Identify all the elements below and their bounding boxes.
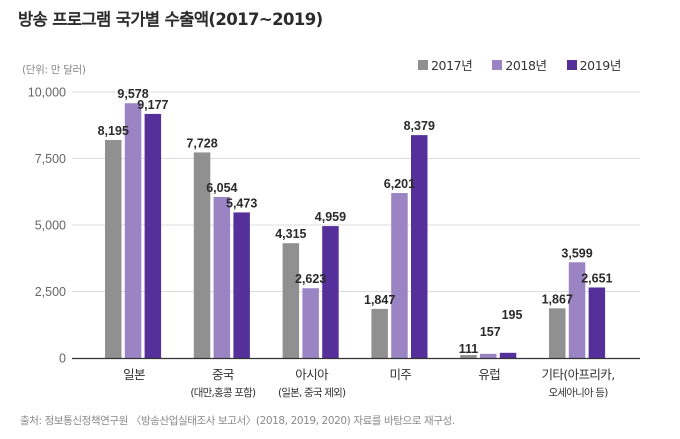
y-tick-label: 2,500: [35, 285, 66, 299]
data-label: 195: [502, 308, 523, 322]
x-category-sublabel: (일본, 중국 제외): [278, 386, 346, 399]
legend-item-2019: 2019년: [566, 55, 622, 74]
x-category-label: 아시아: [295, 367, 329, 382]
bar-2017-0: [105, 140, 122, 358]
legend-item-2017: 2017년: [418, 55, 473, 74]
bar-2019-3: [411, 135, 428, 358]
chart-title: 방송 프로그램 국가별 수출액(2017~2019): [18, 10, 323, 29]
data-label: 7,728: [186, 136, 217, 150]
bar-2018-3: [391, 193, 408, 358]
unit-label: (단위: 만 달러): [22, 64, 86, 76]
x-category-label: 유럽: [478, 367, 500, 382]
data-label: 1,867: [542, 292, 573, 306]
bar-2019-1: [233, 212, 250, 358]
data-label: 8,379: [404, 119, 435, 133]
bar-2018-4: [480, 353, 497, 358]
x-category-label: 기타(아프리카,: [542, 367, 615, 382]
x-category-sublabel: (대만,홍콩 포함): [190, 386, 256, 399]
bar-2017-3: [371, 308, 388, 358]
bar-2019-2: [322, 226, 339, 358]
data-label: 2,651: [581, 271, 612, 285]
bar-2019-5: [588, 287, 606, 358]
data-label: 9,578: [117, 87, 148, 101]
legend-label-2019: 2019년: [579, 58, 622, 73]
bar-2018-1: [213, 196, 231, 358]
data-label: 8,195: [98, 124, 129, 138]
bar-2018-0: [124, 103, 142, 359]
y-tick-label: 10,000: [28, 86, 66, 100]
data-label: 4,959: [315, 210, 346, 224]
bar-2018-2: [302, 288, 319, 358]
data-label: 157: [480, 325, 501, 339]
data-label: 6,054: [206, 181, 237, 195]
data-label: 4,315: [275, 227, 306, 241]
y-tick-label: 5,000: [35, 219, 66, 233]
bar-2018-5: [568, 262, 586, 358]
y-tick-label: 0: [59, 352, 66, 366]
legend-swatch-2018: [492, 59, 503, 70]
legend-swatch-2019: [566, 59, 577, 70]
legend-swatch-2017: [418, 59, 428, 70]
source-note: 출처: 정보통신정책연구원 〈방송산업실태조사 보고서〉(2018, 2019,…: [20, 415, 455, 427]
y-tick-label: 7,500: [35, 152, 66, 166]
x-category-label: 중국: [212, 367, 234, 382]
bar-2019-0: [144, 113, 162, 358]
bar-2019-4: [499, 352, 517, 358]
data-label: 2,623: [295, 272, 326, 286]
data-label: 3,599: [561, 246, 592, 260]
bar-2017-5: [549, 308, 566, 358]
legend: 2017년 2018년 2019년: [418, 55, 621, 74]
legend-label-2018: 2018년: [505, 58, 547, 73]
data-label: 111: [459, 342, 479, 356]
x-category-label: 미주: [390, 367, 412, 382]
x-category-sublabel: 오세아니아 등): [549, 387, 609, 399]
bar-2017-4: [460, 355, 477, 358]
bar-2017-2: [282, 243, 300, 358]
data-label: 6,201: [384, 177, 415, 191]
data-label: 5,473: [226, 196, 257, 210]
bar-2017-1: [193, 152, 211, 358]
data-label: 9,177: [137, 98, 168, 112]
legend-label-2017: 2017년: [431, 58, 473, 73]
legend-item-2018: 2018년: [492, 55, 547, 74]
x-category-label: 일본: [123, 367, 145, 382]
data-label: 1,847: [364, 293, 395, 307]
